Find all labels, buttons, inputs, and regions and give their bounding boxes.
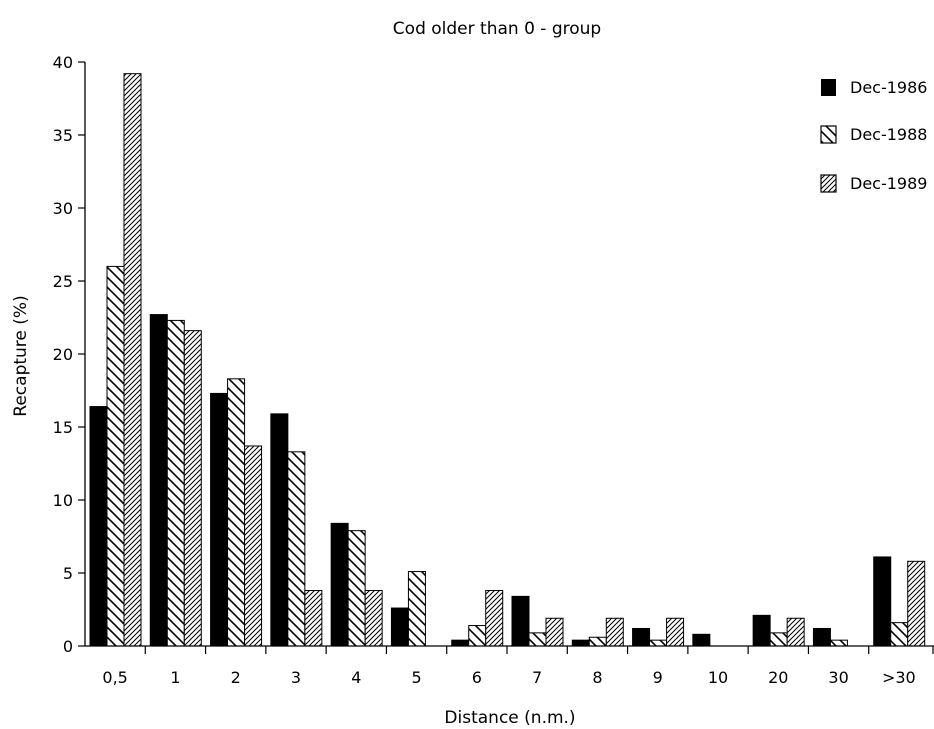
x-tick-label: 9 bbox=[653, 668, 663, 687]
bar-dec-1986-6 bbox=[451, 639, 470, 647]
bar-dec-1989-7 bbox=[545, 617, 564, 647]
y-axis: 0 5 10 15 20 25 30 35 40 bbox=[53, 53, 85, 656]
bar-dec-1986-4 bbox=[330, 522, 349, 647]
x-axis-label: Distance (n.m.) bbox=[444, 708, 575, 728]
bar-dec-1989-11 bbox=[786, 617, 805, 647]
bar-dec-1986-5 bbox=[390, 607, 409, 647]
legend-swatch-dec-1986 bbox=[821, 79, 836, 96]
x-tick-label: 6 bbox=[472, 668, 482, 687]
legend-swatch-dec-1989 bbox=[820, 174, 837, 193]
bar-dec-1988-1 bbox=[166, 319, 185, 647]
chart-title: Cod older than 0 - group bbox=[393, 19, 601, 39]
y-tick-label: 0 bbox=[63, 637, 73, 656]
bar-dec-1986-0 bbox=[89, 406, 108, 647]
bar-dec-1989-4 bbox=[364, 590, 383, 647]
x-tick-label: 4 bbox=[351, 668, 361, 687]
bar-dec-1986-7 bbox=[511, 595, 530, 647]
bar-dec-1989-8 bbox=[605, 617, 624, 647]
y-tick-label: 35 bbox=[53, 126, 73, 145]
y-tick-label: 15 bbox=[53, 418, 73, 437]
bar-dec-1986-12 bbox=[812, 627, 831, 647]
y-tick-label: 5 bbox=[63, 564, 73, 583]
bar-dec-1989-3 bbox=[304, 590, 323, 647]
bar-dec-1988-11 bbox=[769, 632, 788, 647]
bars bbox=[89, 73, 926, 647]
bar-dec-1988-8 bbox=[588, 636, 607, 647]
bar-dec-1988-12 bbox=[829, 639, 848, 647]
legend-label-dec-1986: Dec-1986 bbox=[850, 78, 927, 97]
bar-dec-1988-5 bbox=[407, 571, 426, 647]
x-tick-label: 2 bbox=[231, 668, 241, 687]
bar-dec-1989-13 bbox=[907, 560, 926, 647]
bar-dec-1986-8 bbox=[571, 639, 590, 647]
bar-dec-1989-2 bbox=[244, 445, 263, 647]
legend-label-dec-1989: Dec-1989 bbox=[850, 174, 927, 193]
bar-dec-1986-1 bbox=[149, 314, 168, 647]
y-tick-label: 30 bbox=[53, 199, 73, 218]
bar-dec-1986-2 bbox=[210, 392, 229, 647]
bar-dec-1989-9 bbox=[666, 617, 685, 647]
x-tick-label: 30 bbox=[828, 668, 848, 687]
legend-swatch-dec-1988 bbox=[820, 125, 837, 144]
bar-dec-1988-3 bbox=[287, 451, 306, 647]
legend-label-dec-1988: Dec-1988 bbox=[850, 125, 927, 144]
legend: Dec-1986 Dec-1988 Dec-1989 bbox=[820, 78, 927, 193]
x-tick-label: 8 bbox=[592, 668, 602, 687]
x-tick-label: 7 bbox=[532, 668, 542, 687]
bar-dec-1988-6 bbox=[468, 625, 487, 647]
bar-dec-1988-9 bbox=[649, 639, 668, 647]
bar-dec-1986-10 bbox=[692, 633, 711, 647]
x-tick-label: 0,5 bbox=[102, 668, 127, 687]
bar-dec-1989-0 bbox=[123, 73, 142, 647]
bar-dec-1988-2 bbox=[227, 378, 246, 647]
bar-dec-1988-13 bbox=[890, 622, 909, 647]
x-tick-label: 20 bbox=[768, 668, 788, 687]
y-tick-label: 25 bbox=[53, 272, 73, 291]
bar-dec-1988-4 bbox=[347, 530, 366, 647]
x-tick-label: >30 bbox=[882, 668, 916, 687]
bar-dec-1989-6 bbox=[485, 590, 504, 647]
y-axis-label: Recapture (%) bbox=[11, 295, 31, 416]
x-tick-label: 10 bbox=[708, 668, 728, 687]
bar-dec-1986-11 bbox=[752, 614, 771, 647]
bar-dec-1988-0 bbox=[106, 265, 125, 647]
x-tick-label: 3 bbox=[291, 668, 301, 687]
bar-dec-1986-9 bbox=[632, 627, 651, 647]
y-tick-label: 20 bbox=[53, 345, 73, 364]
x-tick-label: 5 bbox=[411, 668, 421, 687]
x-tick-label: 1 bbox=[170, 668, 180, 687]
bar-dec-1986-3 bbox=[270, 413, 289, 647]
y-tick-label: 40 bbox=[53, 53, 73, 72]
bar-dec-1986-13 bbox=[873, 556, 892, 647]
bar-dec-1989-1 bbox=[183, 330, 202, 647]
x-axis: 0,5 1 2 3 4 5 6 7 8 9 10 20 30 >30 bbox=[102, 646, 934, 687]
y-tick-label: 10 bbox=[53, 491, 73, 510]
bar-dec-1988-7 bbox=[528, 632, 547, 647]
